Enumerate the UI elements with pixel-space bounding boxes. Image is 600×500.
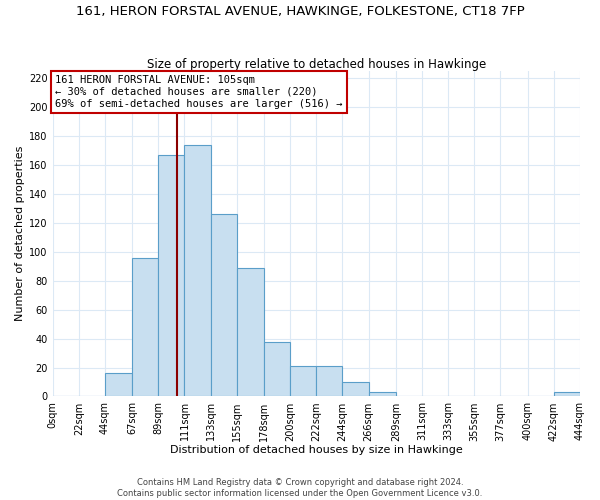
Text: 161, HERON FORSTAL AVENUE, HAWKINGE, FOLKESTONE, CT18 7FP: 161, HERON FORSTAL AVENUE, HAWKINGE, FOL… xyxy=(76,5,524,18)
X-axis label: Distribution of detached houses by size in Hawkinge: Distribution of detached houses by size … xyxy=(170,445,463,455)
Text: Contains HM Land Registry data © Crown copyright and database right 2024.
Contai: Contains HM Land Registry data © Crown c… xyxy=(118,478,482,498)
Bar xyxy=(158,155,184,396)
Bar xyxy=(554,392,580,396)
Bar xyxy=(132,258,158,396)
Bar xyxy=(211,214,237,396)
Bar xyxy=(237,268,264,396)
Bar xyxy=(105,374,132,396)
Bar xyxy=(290,366,316,396)
Bar xyxy=(184,145,211,397)
Bar xyxy=(368,392,396,396)
Title: Size of property relative to detached houses in Hawkinge: Size of property relative to detached ho… xyxy=(147,58,486,71)
Bar xyxy=(264,342,290,396)
Bar xyxy=(343,382,368,396)
Text: 161 HERON FORSTAL AVENUE: 105sqm
← 30% of detached houses are smaller (220)
69% : 161 HERON FORSTAL AVENUE: 105sqm ← 30% o… xyxy=(55,76,343,108)
Bar xyxy=(316,366,343,396)
Y-axis label: Number of detached properties: Number of detached properties xyxy=(15,146,25,322)
